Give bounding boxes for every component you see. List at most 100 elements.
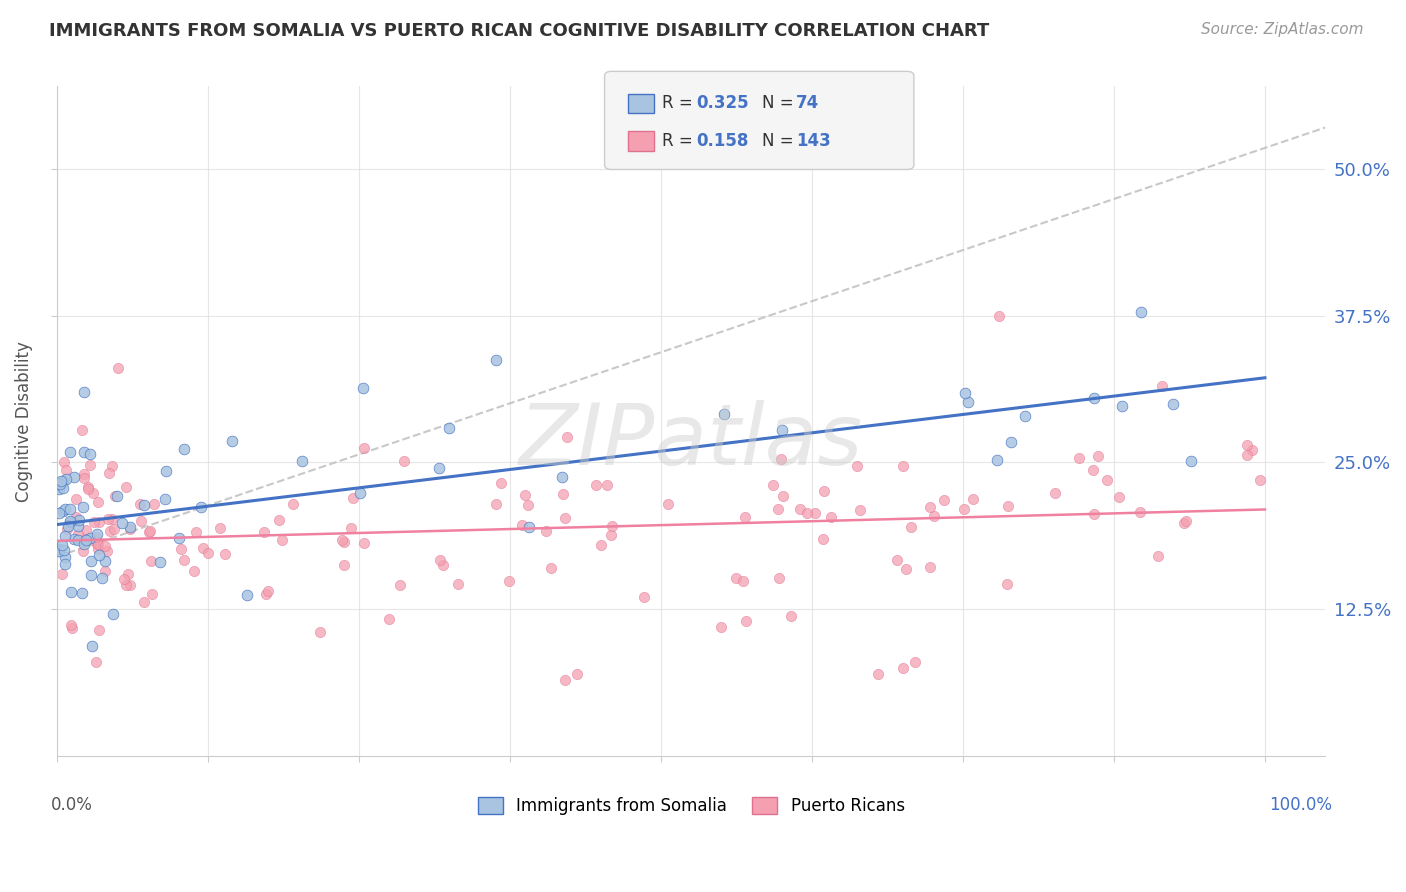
Point (283, 497, 305, 511)
Point (918, 560, 941, 574)
Point (1043, 486, 1066, 500)
Point (94, 564, 117, 578)
Point (53, 557, 76, 571)
Point (595, 478, 617, 492)
Point (60, 621, 83, 635)
Point (269, 513, 291, 527)
Point (534, 524, 557, 538)
Point (63, 469, 86, 483)
Point (80, 639, 103, 653)
Point (813, 484, 835, 499)
Point (79, 447, 101, 461)
Point (796, 506, 818, 520)
Point (75, 523, 97, 537)
Point (73, 532, 96, 546)
Point (72, 544, 94, 558)
Point (76, 483, 98, 497)
Point (513, 488, 536, 502)
Point (170, 542, 193, 557)
Point (214, 547, 236, 561)
Point (891, 458, 914, 473)
Point (48, 542, 70, 557)
Point (67, 533, 90, 547)
Point (553, 673, 575, 687)
Point (65, 509, 87, 524)
Point (87, 623, 110, 637)
Point (485, 497, 508, 511)
Point (52, 504, 75, 518)
Point (83, 515, 105, 529)
Point (1083, 508, 1105, 522)
Point (352, 381, 374, 395)
Point (1173, 516, 1195, 530)
Point (183, 564, 205, 578)
Point (138, 525, 160, 540)
Point (94, 554, 117, 568)
Point (56, 518, 79, 533)
Point (59, 515, 82, 529)
Point (79, 568, 101, 582)
Point (1161, 397, 1184, 411)
Point (60, 618, 83, 632)
Point (67, 526, 90, 541)
Point (713, 407, 735, 421)
Point (340, 521, 363, 535)
Point (73, 537, 96, 551)
Point (141, 587, 163, 601)
Point (291, 454, 314, 468)
Point (103, 522, 125, 536)
Text: ZIPatlas: ZIPatlas (519, 400, 863, 483)
Point (1175, 514, 1198, 528)
Point (986, 453, 1008, 467)
Point (804, 506, 827, 520)
Point (59, 445, 82, 459)
Point (173, 442, 195, 456)
Point (995, 577, 1018, 591)
Point (117, 567, 139, 582)
Point (59, 501, 82, 516)
Point (886, 552, 908, 566)
Point (53, 502, 76, 516)
Point (904, 655, 927, 669)
Point (86, 655, 108, 669)
Point (1014, 409, 1036, 423)
Point (134, 498, 156, 512)
Point (114, 480, 136, 494)
Point (389, 578, 412, 592)
Point (59, 514, 82, 528)
Point (94, 539, 117, 553)
Point (96, 544, 118, 558)
Point (107, 361, 129, 376)
Point (551, 470, 574, 484)
Point (59, 585, 82, 599)
Point (70, 423, 93, 437)
Point (657, 497, 679, 511)
Point (789, 501, 811, 516)
Point (1249, 473, 1271, 487)
Point (86, 536, 108, 550)
Point (53, 455, 76, 469)
Point (900, 520, 922, 534)
Point (52, 474, 75, 488)
Point (349, 486, 371, 500)
Point (600, 519, 623, 533)
Point (1069, 450, 1091, 465)
Point (1111, 399, 1133, 413)
Point (73, 467, 96, 481)
Point (1083, 391, 1105, 405)
Point (1236, 438, 1258, 452)
Point (429, 552, 451, 566)
Point (153, 491, 176, 506)
Point (517, 520, 540, 534)
Point (1108, 491, 1130, 505)
Point (73, 444, 96, 458)
Text: 74: 74 (796, 95, 820, 112)
Point (86, 537, 108, 551)
Text: R =: R = (662, 132, 699, 150)
Point (190, 500, 212, 515)
Point (820, 509, 842, 524)
Point (139, 553, 162, 567)
Point (1081, 463, 1104, 477)
Point (309, 624, 332, 639)
Point (540, 560, 562, 574)
